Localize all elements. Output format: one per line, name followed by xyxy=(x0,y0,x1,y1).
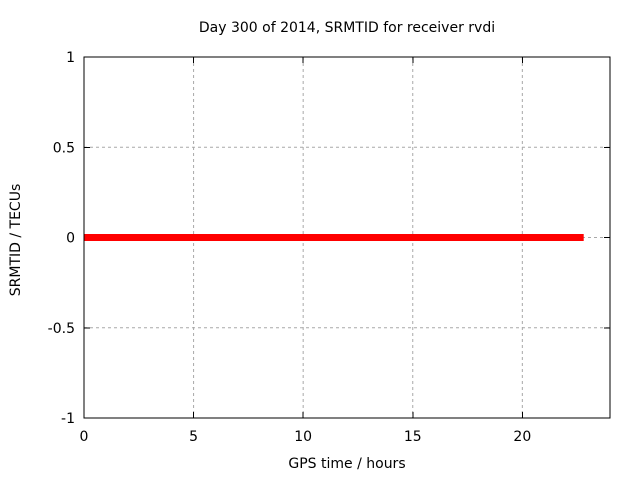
x-tick-label: 15 xyxy=(404,429,422,445)
y-tick-label: 1 xyxy=(66,50,75,66)
plot-border xyxy=(83,56,611,419)
y-tick-label: 0 xyxy=(66,231,75,247)
x-tick-label: 10 xyxy=(294,429,312,445)
chart-title: Day 300 of 2014, SRMTID for receiver rvd… xyxy=(198,20,496,36)
y-tick-label: 0.5 xyxy=(53,140,75,156)
y-tick-label: -0.5 xyxy=(48,321,75,337)
x-tick-label: 20 xyxy=(513,429,531,445)
x-axis-label: GPS time / hours xyxy=(288,456,406,472)
x-tick-label: 5 xyxy=(189,429,198,445)
x-tick-label: 0 xyxy=(80,429,89,445)
y-tick-label: -1 xyxy=(61,411,75,427)
